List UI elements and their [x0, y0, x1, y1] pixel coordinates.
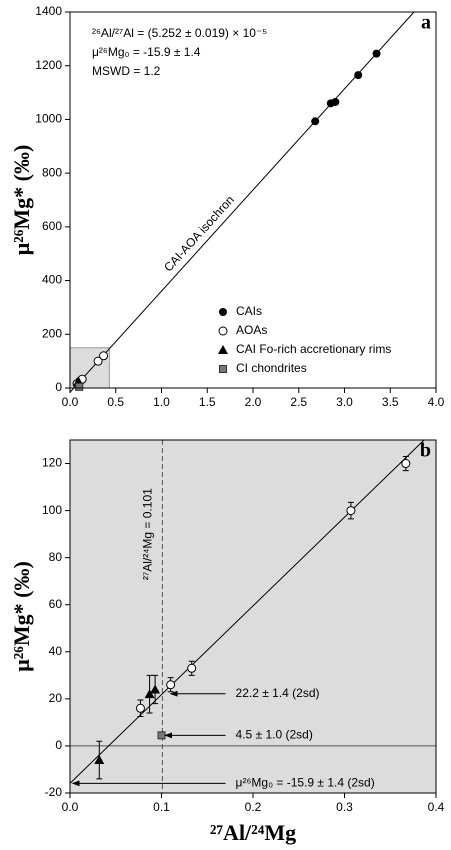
y-tick-label: 1400 [35, 4, 62, 18]
legend-label: CAIs [236, 304, 262, 318]
panel-label: a [421, 12, 431, 34]
x-tick-label: 1.5 [199, 395, 216, 409]
y-tick-label: 1000 [35, 112, 62, 126]
x-tick-label: 3.5 [382, 395, 399, 409]
legend-marker [218, 345, 228, 354]
y-tick-label: 80 [49, 550, 63, 564]
legend-marker [219, 308, 227, 316]
annotation: μ²⁶Mg₀ = -15.9 ± 1.4 (2sd) [236, 776, 375, 790]
isochron-line [69, 439, 425, 784]
y-tick-label: 400 [42, 273, 62, 287]
annotation: MSWD = 1.2 [92, 64, 161, 78]
point [157, 731, 166, 740]
x-tick-label: 0.4 [428, 800, 445, 814]
point [75, 382, 84, 391]
point [94, 755, 105, 765]
x-tick-label: 3.0 [336, 395, 353, 409]
x-tick-label: 1.0 [153, 395, 170, 409]
y-tick-label: 800 [42, 165, 62, 179]
annotation: μ²⁶Mg₀ = -15.9 ± 1.4 [92, 45, 201, 59]
annotation: ²⁶Al/²⁷Al = (5.252 ± 0.019) × 10⁻⁵ [92, 26, 267, 40]
x-tick-label: 0.0 [62, 800, 79, 814]
point [372, 49, 381, 58]
plot-frame [69, 11, 437, 389]
point [187, 663, 197, 673]
x-tick-label: 2.5 [290, 395, 307, 409]
legend-label: CI chondrites [236, 361, 307, 375]
y-tick-label: -20 [45, 785, 63, 799]
point [346, 506, 356, 516]
point [144, 689, 155, 699]
y-tick-label: 100 [42, 503, 62, 517]
x-tick-label: 0.5 [107, 395, 124, 409]
point [354, 71, 363, 80]
legend-marker [218, 326, 228, 336]
point [99, 351, 109, 361]
legend-label: AOAs [236, 323, 267, 337]
y-tick-label: 60 [49, 597, 63, 611]
point [93, 356, 103, 366]
x-tick-label: 0.2 [245, 800, 262, 814]
point [331, 97, 340, 106]
y-tick-label: 40 [49, 644, 63, 658]
legend-marker [219, 365, 227, 373]
point [401, 459, 411, 469]
x-tick-label: 4.0 [428, 395, 445, 409]
y-tick-label: 1200 [35, 58, 62, 72]
x-tick-label: 2.0 [245, 395, 262, 409]
annotation: 22.2 ± 1.4 (2sd) [236, 686, 320, 700]
vline-label: ²⁷Al/²⁴Mg = 0.101 [141, 488, 155, 580]
y-tick-label: 120 [42, 456, 62, 470]
y-tick-label: 0 [55, 380, 62, 394]
point [150, 684, 161, 694]
point [311, 117, 320, 126]
y-tick-label: 200 [42, 326, 62, 340]
x-tick-label: 0.1 [153, 800, 170, 814]
y-tick-label: 0 [55, 738, 62, 752]
y-axis-label: μ²⁶Mg* (‰) [9, 145, 34, 256]
x-axis-label: ²⁷Al/²⁴Mg [210, 820, 296, 845]
y-axis-label: μ²⁶Mg* (‰) [9, 561, 34, 672]
x-tick-label: 0.3 [336, 800, 353, 814]
plot-background [70, 440, 436, 793]
plot-frame [69, 439, 437, 794]
x-tick-label: 0.0 [62, 395, 79, 409]
point [166, 680, 176, 690]
point [135, 703, 145, 713]
y-tick-label: 20 [49, 691, 63, 705]
y-tick-label: 600 [42, 219, 62, 233]
panel-label: b [420, 440, 431, 462]
annotation: 4.5 ± 1.0 (2sd) [236, 728, 313, 742]
legend-label: CAI Fo-rich accretionary rims [236, 342, 391, 356]
